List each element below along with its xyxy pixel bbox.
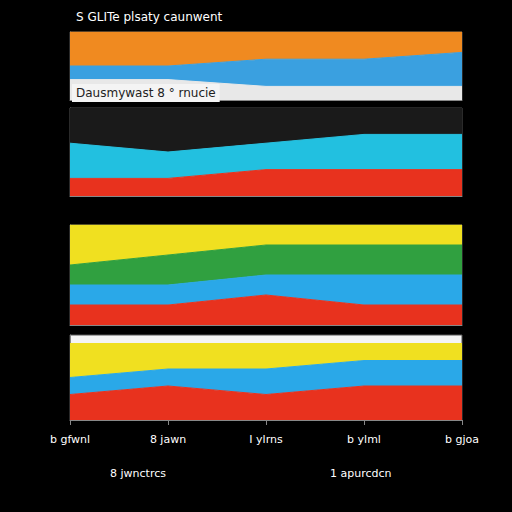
svg-text:b gjoa: b gjoa xyxy=(445,433,479,446)
svg-text:Dausmywast 8 ° rnucie: Dausmywast 8 ° rnucie xyxy=(76,86,216,100)
svg-text:8 jawn: 8 jawn xyxy=(150,433,186,446)
svg-text:I ylrns: I ylrns xyxy=(249,433,283,446)
svg-text:1 apurcdcn: 1 apurcdcn xyxy=(330,467,392,480)
svg-text:b gfwnl: b gfwnl xyxy=(50,433,90,446)
svg-text:b ylml: b ylml xyxy=(347,433,381,446)
svg-text:8 jwnctrcs: 8 jwnctrcs xyxy=(110,467,166,480)
svg-text:S GLITe plsaty caunwent: S GLITe plsaty caunwent xyxy=(76,10,223,24)
